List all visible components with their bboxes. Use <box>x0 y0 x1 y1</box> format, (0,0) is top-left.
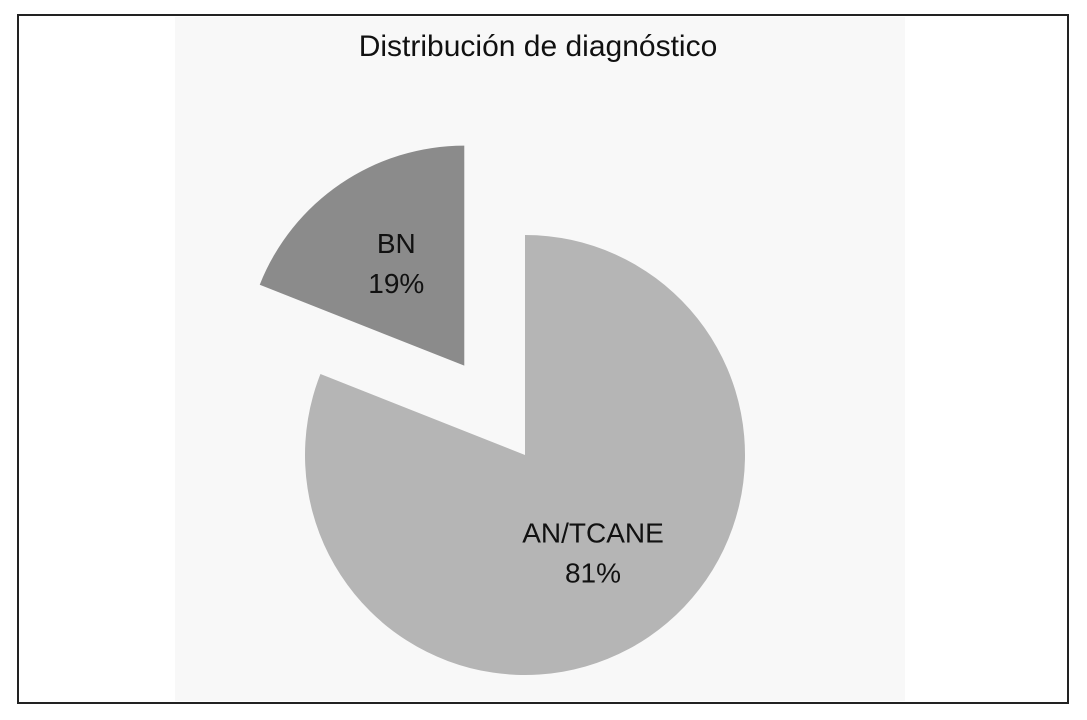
value-label: 19% <box>368 268 424 299</box>
slice-label: AN/TCANE <box>522 517 664 548</box>
value-label: 81% <box>565 557 621 588</box>
pie-slice <box>259 145 465 366</box>
chart-title: Distribución de diagnóstico <box>359 30 718 63</box>
slice-label: BN <box>377 228 416 259</box>
pie-slice <box>305 235 745 675</box>
